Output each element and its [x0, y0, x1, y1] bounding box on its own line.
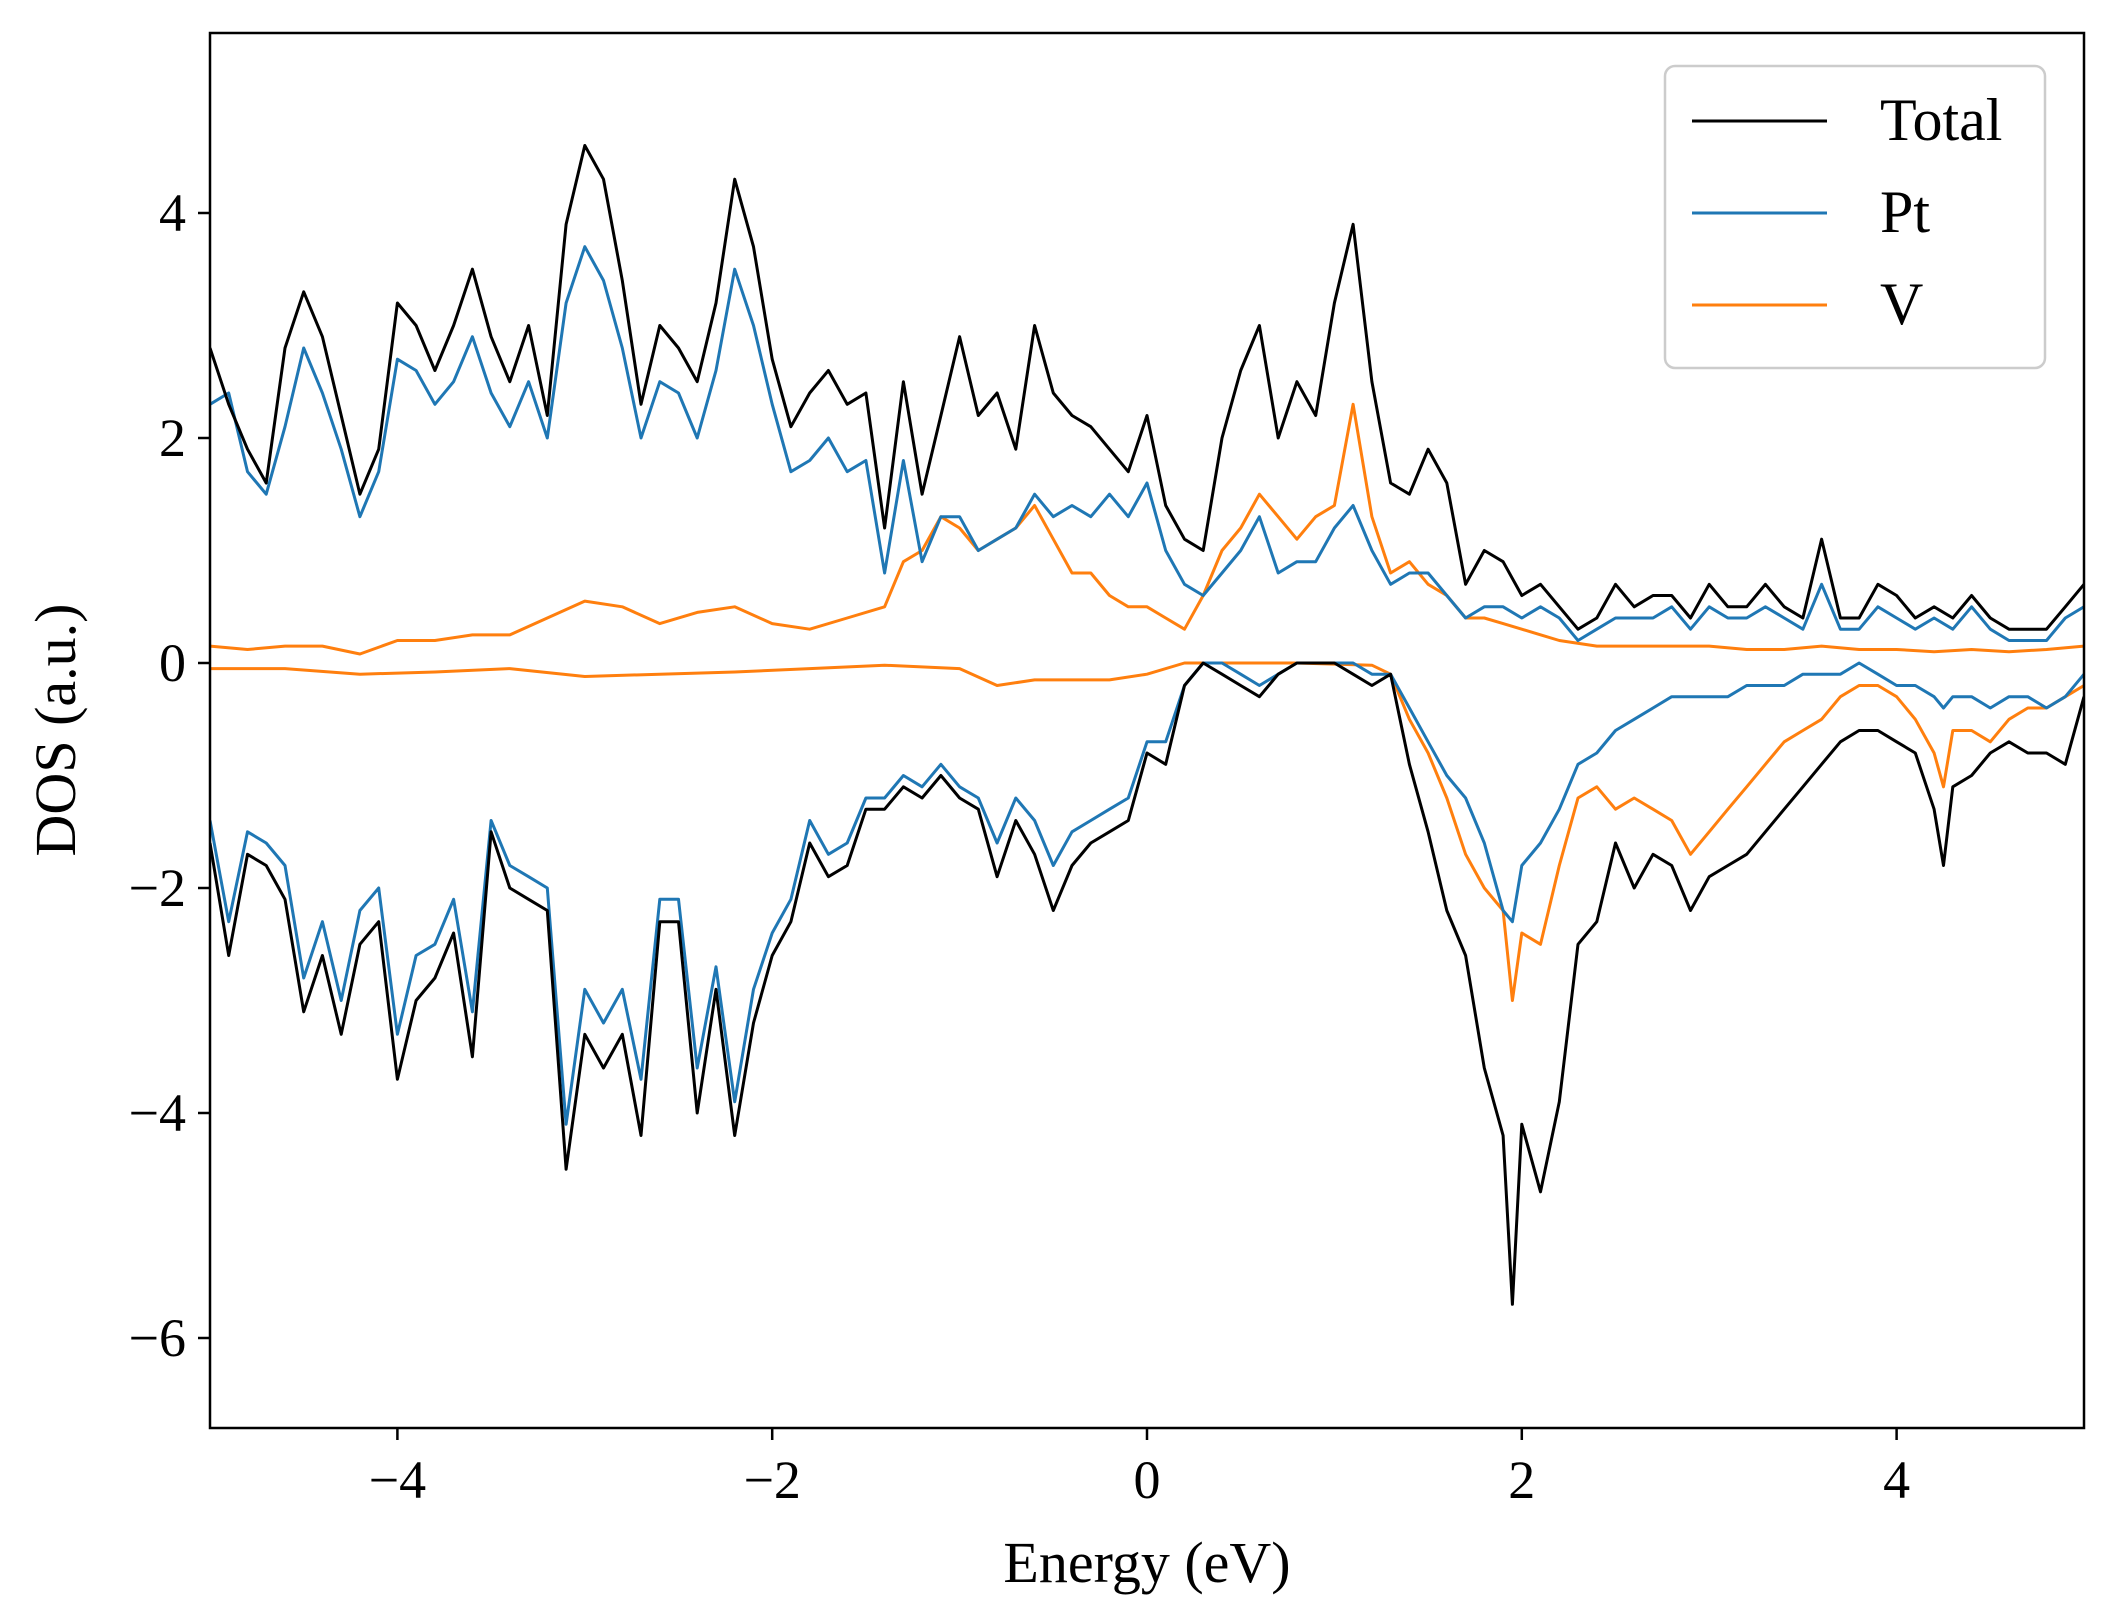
y-tick-label: 0	[159, 633, 186, 693]
x-axis-label: Energy (eV)	[1003, 1530, 1290, 1595]
x-tick-label: −4	[369, 1450, 426, 1510]
y-tick-label: −2	[129, 858, 186, 918]
series-line-total-up	[210, 144, 2084, 631]
legend-label-pt: Pt	[1880, 179, 1930, 245]
y-tick-label: 2	[159, 408, 186, 468]
legend-box	[1663, 64, 2047, 370]
series-line-pt-down	[210, 661, 2084, 1126]
legend: Total Pt V	[1663, 64, 2047, 370]
series-line-total-down	[210, 661, 2084, 1306]
series-line-v-down	[210, 661, 2084, 1002]
x-tick-label: 4	[1883, 1450, 1910, 1510]
y-tick-label: −6	[129, 1308, 186, 1368]
series-layer	[210, 144, 2084, 1306]
series-line-pt-up	[210, 245, 2084, 642]
x-tick-label: 0	[1134, 1450, 1161, 1510]
y-tick-label: 4	[159, 183, 186, 243]
ticks-layer: −4 −2 0 2 4 −6 −4 −2 0 2 4	[129, 183, 1911, 1510]
series-line-v-up	[210, 402, 2084, 656]
y-tick-label: −4	[129, 1083, 186, 1143]
legend-label-total: Total	[1880, 87, 2002, 153]
legend-label-v: V	[1880, 271, 1923, 337]
x-tick-label: −2	[743, 1450, 800, 1510]
y-axis-label: DOS (a.u.)	[23, 604, 88, 857]
x-tick-label: 2	[1508, 1450, 1535, 1510]
